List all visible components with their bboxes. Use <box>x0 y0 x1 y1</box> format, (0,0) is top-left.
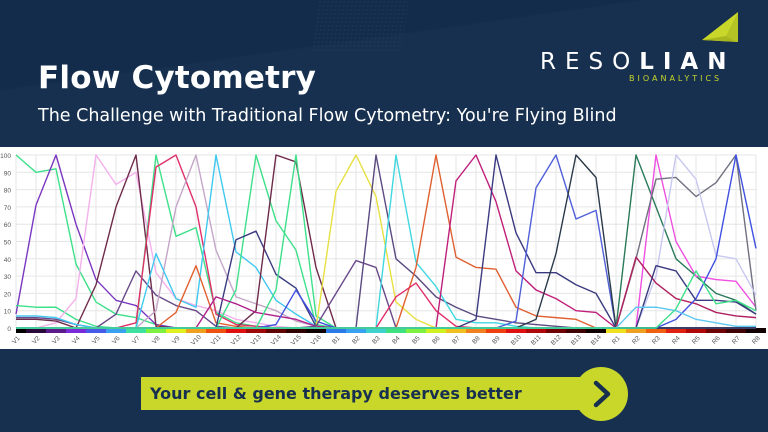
x-tick-label: V15 <box>290 334 303 347</box>
y-tick-label: 80 <box>4 188 12 195</box>
y-tick-label: 0 <box>7 326 11 333</box>
x-tick-label: V11 <box>210 334 223 347</box>
x-tick-label: B5 <box>411 335 422 346</box>
page-subtitle: The Challenge with Traditional Flow Cyto… <box>38 106 617 126</box>
x-tick-label: V13 <box>250 334 263 347</box>
logo-wordmark: RESOLIAN <box>540 49 735 75</box>
logo-word-bold: LIAN <box>639 49 736 75</box>
x-tick-label: V9 <box>171 335 182 346</box>
x-tick-label: V16 <box>310 334 323 347</box>
x-tick-label: R1 <box>611 335 622 346</box>
spectrum-color-bar <box>16 328 766 333</box>
x-tick-label: R5 <box>691 335 702 346</box>
x-tick-label: V10 <box>190 334 203 347</box>
page-title: Flow Cytometry <box>38 60 317 96</box>
series-line-s19 <box>16 259 756 329</box>
x-tick-label: R8 <box>751 335 762 346</box>
y-tick-label: 70 <box>4 205 12 212</box>
series-line-s32 <box>16 256 757 329</box>
x-tick-label: R6 <box>711 335 722 346</box>
spectral-line-chart: 0 10 20 30 40 50 60 70 80 90 100 V1 V2 V3 V4 V5 V6 V7 V8 V9… <box>0 153 766 347</box>
triangle-pyramid-icon <box>702 12 738 42</box>
y-tick-label: 20 <box>4 291 12 298</box>
x-tick-label: R4 <box>671 335 682 346</box>
x-tick-label: B1 <box>331 335 342 346</box>
x-tick-label: B12 <box>550 334 563 347</box>
x-tick-label: B11 <box>530 334 543 347</box>
x-tick-label: B7 <box>451 335 462 346</box>
chart-panel: 0 10 20 30 40 50 60 70 80 90 100 V1 V2 V3 V4 V5 V6 V7 V8 V9… <box>0 147 768 349</box>
y-tick-label: 100 <box>0 153 11 160</box>
cta-banner[interactable]: Your cell & gene therapy deserves better <box>141 377 611 410</box>
x-tick-label: B2 <box>351 335 362 346</box>
logo-word-light: RESO <box>540 49 640 75</box>
x-tick-label: B6 <box>431 335 442 346</box>
y-tick-label: 90 <box>4 170 12 177</box>
x-tick-label: R3 <box>651 335 662 346</box>
x-tick-label: B10 <box>510 334 523 347</box>
y-tick-label: 50 <box>4 240 12 247</box>
x-tick-label: V3 <box>51 335 62 346</box>
x-tick-label: V2 <box>31 335 42 346</box>
cta-arrow-button[interactable] <box>574 367 628 421</box>
x-tick-label: V6 <box>111 335 122 346</box>
x-tick-label: V1 <box>11 335 22 346</box>
x-axis-labels: V1 V2 V3 V4 V5 V6 V7 V8 V9 V10 V11 V12 V13 V14 V15 V16 B… <box>11 334 762 347</box>
y-tick-label: 40 <box>4 257 12 264</box>
x-tick-label: V12 <box>230 334 243 347</box>
x-tick-label: V14 <box>270 334 283 347</box>
x-tick-label: B9 <box>491 335 502 346</box>
y-tick-label: 60 <box>4 222 12 229</box>
x-tick-label: V4 <box>71 335 82 346</box>
x-tick-label: R7 <box>731 335 742 346</box>
chart-series <box>15 154 757 329</box>
x-tick-label: B8 <box>471 335 482 346</box>
logo-tagline: BIOANALYTICS <box>629 74 723 83</box>
x-tick-label: V5 <box>91 335 102 346</box>
cta-label: Your cell & gene therapy deserves better <box>150 384 522 403</box>
decorative-dot-pattern <box>311 0 409 52</box>
series-line-s36 <box>16 270 757 329</box>
chevron-right-icon[interactable] <box>590 380 614 408</box>
x-tick-label: B3 <box>371 335 382 346</box>
x-tick-label: B4 <box>391 335 402 346</box>
x-tick-label: B13 <box>570 334 583 347</box>
x-tick-label: B14 <box>590 334 603 347</box>
x-tick-label: V7 <box>131 335 142 346</box>
x-tick-label: R2 <box>631 335 642 346</box>
y-tick-label: 10 <box>4 309 12 316</box>
x-tick-label: V8 <box>151 335 162 346</box>
y-tick-label: 30 <box>4 274 12 281</box>
